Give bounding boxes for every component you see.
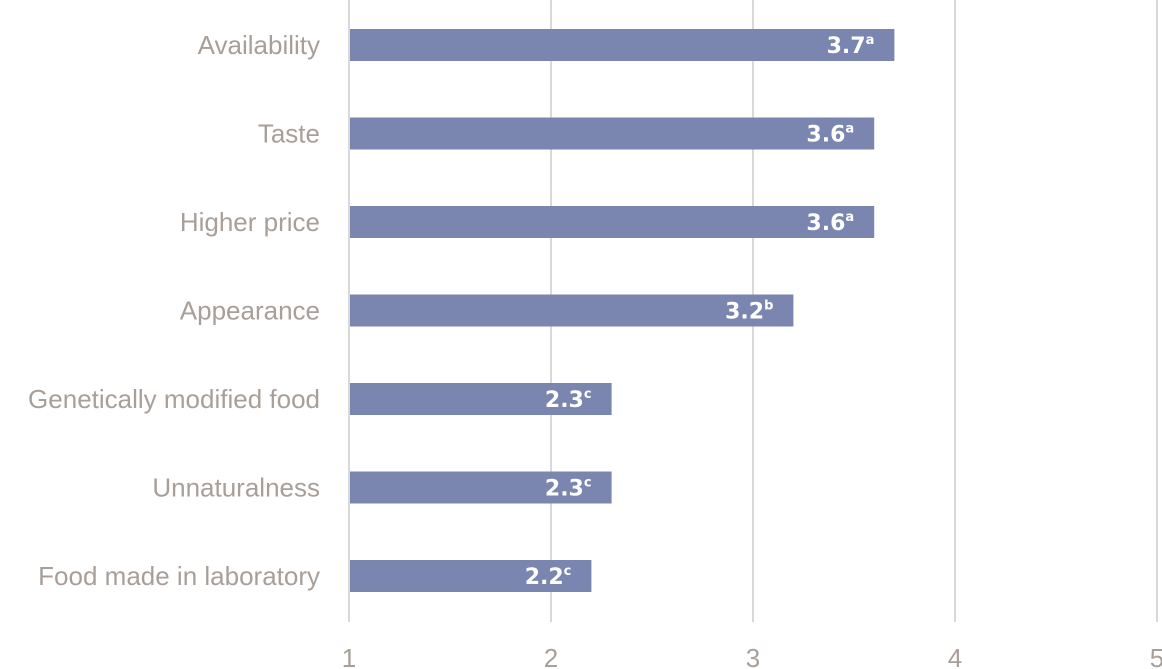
bar [350,117,875,150]
category-label: Food made in laboratory [38,561,320,591]
data-label: 3.2b [725,299,773,325]
x-tick-label: 4 [948,643,962,669]
category-label: Taste [258,119,320,149]
category-label: Higher price [180,207,320,237]
category-label: Availability [198,30,320,60]
data-label: 3.6a [806,210,854,236]
bar [350,294,794,327]
bars [350,29,895,592]
data-label: 2.3c [545,476,592,502]
bar [350,29,895,61]
data-label: 3.6a [806,122,854,148]
category-label: Unnaturalness [152,473,320,503]
x-axis-tick-labels: 1 2 3 4 5 [342,643,1162,669]
x-tick-label: 1 [342,643,356,669]
x-tick-label: 3 [746,643,760,669]
value-labels: 3.7a 3.6a 3.6a 3.2b 2.3c 2.3c 2.2c [525,33,875,590]
data-label: 2.2c [525,564,572,590]
category-label: Appearance [180,296,320,326]
data-label: 2.3c [545,387,592,413]
bar [350,471,612,504]
bar [350,560,592,592]
category-labels: Availability Taste Higher price Appearance G… [28,30,320,591]
bar [350,206,875,238]
x-tick-label: 2 [544,643,558,669]
x-tick-label: 5 [1150,643,1162,669]
bar [350,383,612,415]
category-label: Genetically modified food [28,384,320,414]
data-label: 3.7a [827,33,875,59]
